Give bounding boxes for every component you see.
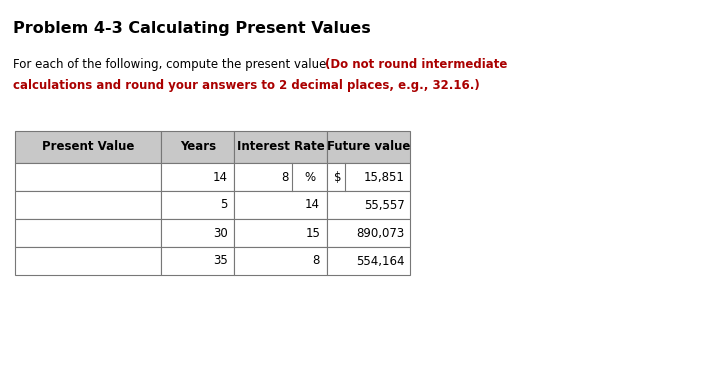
Text: $: $ <box>334 170 342 183</box>
Text: Interest Rate: Interest Rate <box>237 141 324 153</box>
Text: calculations and round your answers to 2 decimal places, e.g., 32.16.): calculations and round your answers to 2… <box>13 79 479 92</box>
Text: (Do not round intermediate: (Do not round intermediate <box>325 58 508 71</box>
Text: Years: Years <box>180 141 216 153</box>
Text: Future value: Future value <box>327 141 410 153</box>
Text: 5: 5 <box>220 199 227 211</box>
Text: 554,164: 554,164 <box>356 255 404 267</box>
Text: 15,851: 15,851 <box>364 170 404 183</box>
Text: Present Value: Present Value <box>42 141 134 153</box>
Text: 55,557: 55,557 <box>364 199 404 211</box>
Text: 35: 35 <box>213 255 227 267</box>
Text: 30: 30 <box>213 226 227 240</box>
Text: 890,073: 890,073 <box>356 226 404 240</box>
Text: Problem 4-3 Calculating Present Values: Problem 4-3 Calculating Present Values <box>13 21 371 36</box>
Text: 14: 14 <box>305 199 320 211</box>
Text: For each of the following, compute the present value.: For each of the following, compute the p… <box>13 58 333 71</box>
Text: 8: 8 <box>281 170 289 183</box>
Text: 8: 8 <box>312 255 320 267</box>
Text: 14: 14 <box>213 170 227 183</box>
Text: %: % <box>304 170 315 183</box>
Text: 15: 15 <box>305 226 320 240</box>
